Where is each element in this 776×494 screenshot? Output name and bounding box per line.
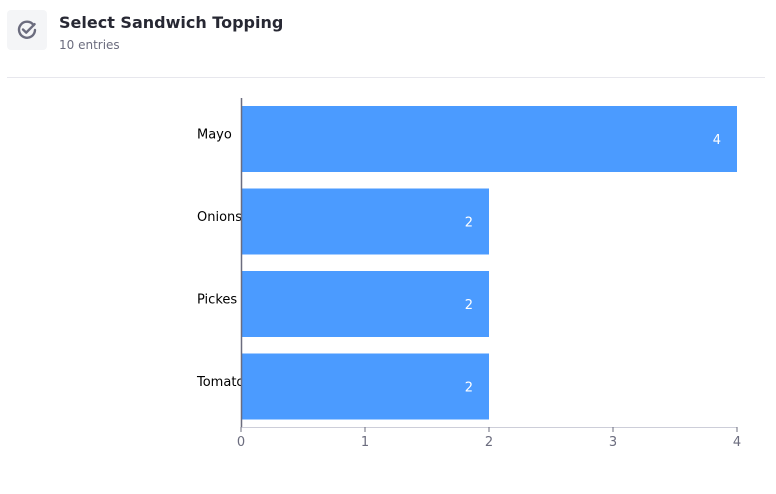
bar-tomato: [241, 353, 489, 420]
value-label-mayo: 4: [713, 133, 721, 148]
check-circle-icon: [17, 20, 37, 39]
category-label-tomato: Tomato: [196, 375, 244, 390]
value-label-onions: 2: [465, 216, 473, 231]
entries-count: 10 entries: [59, 38, 120, 52]
category-label-mayo: Mayo: [197, 128, 232, 143]
bar-pickes: [241, 271, 489, 337]
x-tick-label-4: 4: [733, 435, 741, 450]
header-divider: [7, 77, 765, 78]
x-tick-label-2: 2: [485, 435, 493, 450]
question-title: Select Sandwich Topping: [59, 13, 284, 32]
value-label-pickes: 2: [465, 298, 473, 313]
x-tick-label-3: 3: [609, 435, 617, 450]
category-label-pickes: Pickes: [197, 293, 237, 308]
bar-onions: [241, 188, 489, 255]
value-label-tomato: 2: [465, 381, 473, 396]
question-type-badge: [7, 10, 47, 50]
question-header: Select Sandwich Topping 10 entries: [7, 10, 767, 70]
x-tick-label-0: 0: [237, 435, 245, 450]
bar-mayo: [241, 106, 737, 172]
category-label-onions: Onions: [197, 210, 242, 225]
x-tick-label-1: 1: [361, 435, 369, 450]
